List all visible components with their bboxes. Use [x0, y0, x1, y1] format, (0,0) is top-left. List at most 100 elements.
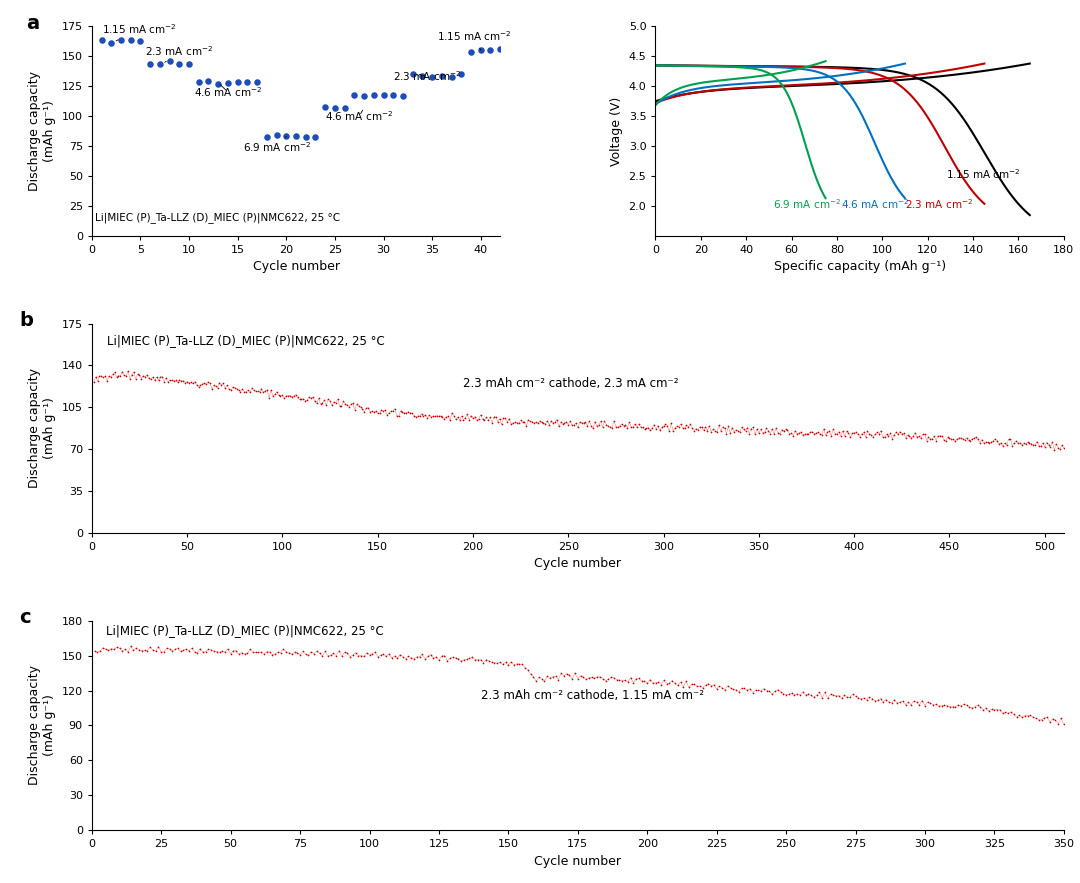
- Point: [779, 423, 796, 437]
- Point: [662, 416, 679, 430]
- Point: [988, 703, 1005, 717]
- Point: [235, 646, 253, 660]
- Point: [172, 645, 189, 659]
- Text: 6.9 mA cm$^{-2}$: 6.9 mA cm$^{-2}$: [243, 137, 311, 154]
- Point: [287, 129, 305, 143]
- Point: [348, 397, 365, 411]
- Point: [788, 687, 806, 701]
- Point: [434, 410, 451, 424]
- Point: [127, 641, 145, 655]
- Point: [672, 675, 689, 689]
- Point: [347, 645, 364, 660]
- Point: [963, 701, 981, 715]
- Point: [728, 683, 745, 697]
- Point: [525, 669, 542, 683]
- Point: [1048, 437, 1065, 451]
- Point: [514, 657, 531, 671]
- Point: [777, 422, 794, 436]
- Point: [323, 398, 340, 412]
- Point: [906, 426, 923, 440]
- Point: [111, 369, 129, 383]
- Point: [379, 408, 396, 422]
- Point: [592, 670, 609, 684]
- Point: [774, 687, 792, 701]
- Point: [714, 420, 731, 434]
- Point: [780, 687, 797, 701]
- Point: [650, 675, 667, 689]
- Point: [886, 692, 903, 706]
- Point: [755, 682, 772, 696]
- Point: [661, 676, 678, 691]
- Point: [345, 648, 362, 662]
- Point: [799, 687, 816, 701]
- Point: [792, 688, 809, 702]
- Text: 2.3 mAh cm⁻² cathode, 1.15 mA cm⁻²: 2.3 mAh cm⁻² cathode, 1.15 mA cm⁻²: [481, 689, 703, 702]
- Point: [278, 129, 295, 143]
- Point: [808, 688, 825, 702]
- Point: [661, 425, 678, 439]
- Point: [822, 687, 839, 701]
- Point: [1000, 433, 1017, 447]
- Point: [382, 404, 400, 418]
- Point: [184, 641, 201, 655]
- Point: [848, 426, 865, 440]
- Point: [345, 396, 362, 410]
- Point: [482, 43, 499, 57]
- Point: [677, 675, 694, 689]
- Point: [428, 650, 445, 664]
- Point: [86, 644, 104, 658]
- Point: [602, 419, 619, 434]
- Point: [629, 419, 646, 434]
- Point: [464, 411, 482, 426]
- Point: [205, 378, 222, 392]
- Point: [193, 377, 211, 391]
- Point: [127, 372, 145, 386]
- Point: [369, 406, 387, 420]
- Point: [853, 426, 870, 441]
- Point: [283, 390, 300, 404]
- Point: [733, 420, 751, 434]
- Point: [910, 698, 928, 712]
- Point: [718, 426, 735, 441]
- Point: [173, 374, 190, 389]
- Point: [98, 374, 116, 388]
- Point: [491, 42, 509, 57]
- Point: [704, 422, 721, 436]
- Point: [566, 666, 583, 680]
- Point: [649, 419, 666, 433]
- Point: [462, 409, 480, 423]
- Text: 1.15 mA cm$^{-2}$: 1.15 mA cm$^{-2}$: [437, 29, 512, 50]
- Point: [697, 678, 714, 692]
- Point: [103, 370, 120, 384]
- Point: [91, 369, 108, 383]
- Point: [905, 429, 922, 443]
- Point: [417, 652, 434, 666]
- Point: [558, 667, 576, 681]
- Point: [225, 644, 242, 658]
- Point: [269, 645, 286, 659]
- Text: 6.9 mA cm$^{-2}$: 6.9 mA cm$^{-2}$: [773, 197, 841, 211]
- Point: [297, 131, 314, 145]
- Point: [315, 393, 333, 407]
- Point: [239, 646, 256, 660]
- Point: [222, 647, 240, 661]
- Point: [132, 34, 149, 48]
- Point: [192, 379, 210, 393]
- Point: [575, 416, 592, 430]
- Point: [355, 649, 373, 663]
- Point: [881, 426, 899, 440]
- Point: [502, 655, 519, 669]
- Point: [219, 76, 237, 90]
- Point: [644, 421, 661, 435]
- Point: [975, 435, 993, 449]
- Point: [411, 409, 429, 423]
- Point: [1003, 439, 1021, 453]
- Point: [516, 414, 534, 428]
- Point: [771, 426, 788, 441]
- Point: [180, 376, 198, 390]
- Point: [544, 669, 562, 683]
- Point: [826, 426, 843, 441]
- Point: [228, 644, 245, 658]
- Point: [691, 420, 708, 434]
- Point: [942, 699, 959, 713]
